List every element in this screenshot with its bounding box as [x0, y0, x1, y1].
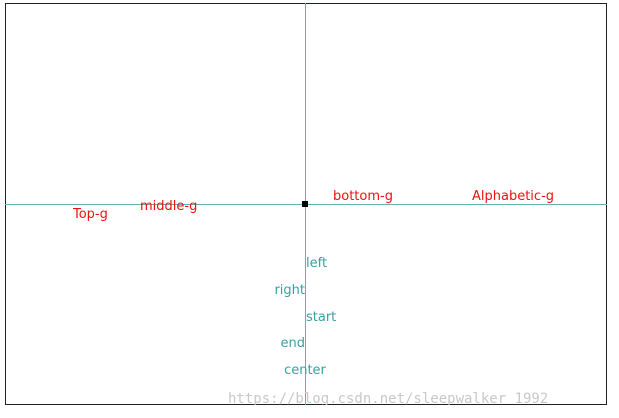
align-label: right [274, 283, 305, 298]
baseline-label: bottom-g [333, 189, 393, 204]
align-label: start [306, 310, 336, 325]
watermark: https://blog.csdn.net/sleepwalker_1992 [228, 391, 548, 407]
align-label: left [306, 256, 327, 271]
baseline-label: Top-g [72, 207, 108, 222]
align-label: center [284, 363, 326, 378]
align-label: end [281, 336, 306, 351]
origin-marker [302, 201, 308, 207]
canvas: Top-g middle-g bottom-g Alphabetic-g lef… [5, 3, 607, 407]
baseline-label: middle-g [140, 199, 197, 214]
baseline-label: Alphabetic-g [472, 189, 554, 204]
